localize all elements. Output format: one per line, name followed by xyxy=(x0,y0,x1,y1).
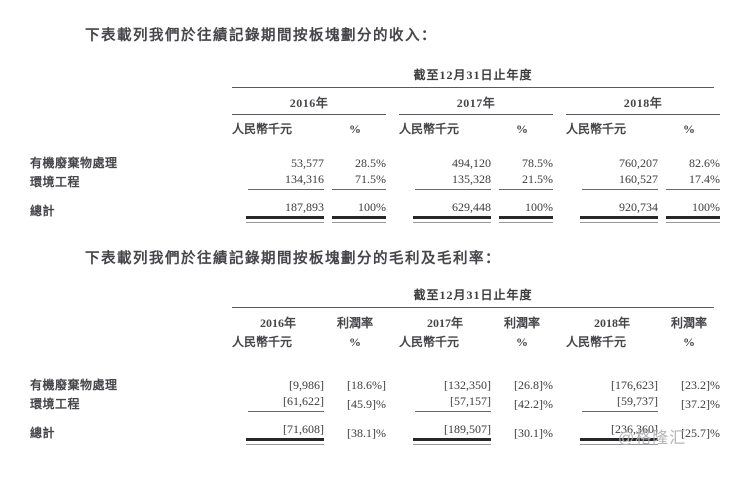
dot-leader xyxy=(85,174,230,186)
row-label: 環境工程 xyxy=(30,173,232,190)
period-header: 截至12月31日止年度 xyxy=(232,286,714,308)
cell-amount: [236,360] xyxy=(566,422,658,446)
gelonghui-watermark: @格隆汇 xyxy=(618,430,687,447)
dot-leader xyxy=(85,396,230,408)
cell-percent: [37.2]% xyxy=(681,397,720,411)
cell-percent: [23.2]% xyxy=(681,378,720,392)
cell-percent: [18.6%] xyxy=(347,378,386,392)
row-label-text: 有機廢棄物處理 xyxy=(30,378,118,392)
dot-leader xyxy=(122,377,230,389)
cell-amount: 629,448 xyxy=(399,200,491,224)
year-2016-header: 2016年 xyxy=(259,316,296,330)
margin-header: 利潤率 xyxy=(336,316,373,330)
table-row: 環境工程 [61,622] [45.9]% [57,157] [42.2]% [… xyxy=(30,393,720,412)
cell-percent: 100% xyxy=(491,200,553,224)
column-header-row: 人民幣千元 % 人民幣千元 % 人民幣千元 % xyxy=(30,333,714,350)
amount-unit-header: 人民幣千元 xyxy=(566,122,627,136)
row-label: 環境工程 xyxy=(30,395,232,412)
table-row: 環境工程 134,316 71.5% 135,328 21.5% 160,527… xyxy=(30,171,720,190)
year-2017-header: 2017年 xyxy=(426,316,463,330)
cell-amount: 187,893 xyxy=(232,200,324,224)
year-2018-header: 2018年 xyxy=(566,94,720,115)
row-label-text: 有機廢棄物處理 xyxy=(30,156,118,170)
amount-unit-header: 人民幣千元 xyxy=(232,335,293,349)
margin-header: 利潤率 xyxy=(503,316,540,330)
row-label: 總計 xyxy=(30,202,232,219)
row-label-text: 總計 xyxy=(30,204,56,218)
cell-amount: 135,328 xyxy=(399,172,491,190)
row-label-text: 總計 xyxy=(30,426,56,440)
cell-amount: 920,734 xyxy=(566,200,658,224)
amount-unit-header: 人民幣千元 xyxy=(399,122,460,136)
margin-header: 利潤率 xyxy=(670,316,707,330)
total-row: 總計 [71,608] [38.1]% [189,507] [30.1]% [2… xyxy=(30,422,720,446)
percent-header: % xyxy=(683,122,695,136)
dot-leader xyxy=(122,155,230,167)
revenue-table: 截至12月31日止年度 2016年 2017年 2018年 人民幣千元 % 人民… xyxy=(30,66,720,224)
total-row: 總計 187,893 100% 629,448 100% 920,734 100… xyxy=(30,200,720,224)
year-2018-header: 2018年 xyxy=(593,316,630,330)
table-row: 有機廢棄物處理 53,577 28.5% 494,120 78.5% 760,2… xyxy=(30,152,720,171)
cell-percent: [26.8]% xyxy=(514,378,553,392)
cell-percent: 82.6% xyxy=(689,156,720,170)
row-label-text: 環境工程 xyxy=(30,397,81,411)
dot-leader xyxy=(60,425,230,437)
cell-amount: 760,207 xyxy=(619,156,658,170)
year-2016-header: 2016年 xyxy=(232,94,386,115)
cell-percent: 100% xyxy=(324,200,386,224)
row-label-text: 環境工程 xyxy=(30,175,81,189)
percent-header: % xyxy=(516,122,528,136)
percent-header: % xyxy=(516,335,528,349)
intro-revenue-text: 下表載列我們於往績記錄期間按板塊劃分的收入： xyxy=(85,28,437,44)
row-label: 有機廢棄物處理 xyxy=(30,154,232,171)
cell-amount: 134,316 xyxy=(232,172,324,190)
year-2017-header: 2017年 xyxy=(399,94,553,115)
cell-amount: 494,120 xyxy=(452,156,491,170)
period-header: 截至12月31日止年度 xyxy=(232,66,714,88)
cell-amount: 160,527 xyxy=(566,172,658,190)
cell-amount: [57,157] xyxy=(399,394,491,412)
dot-leader xyxy=(60,203,230,215)
cell-percent: 100% xyxy=(658,200,720,224)
row-label: 有機廢棄物處理 xyxy=(30,376,232,393)
percent-header: % xyxy=(683,335,695,349)
cell-amount: [132,350] xyxy=(444,378,491,392)
cell-percent: 28.5% xyxy=(355,156,386,170)
cell-percent: [30.1]% xyxy=(514,426,553,440)
cell-percent: 71.5% xyxy=(324,172,386,190)
cell-percent: 17.4% xyxy=(658,172,720,190)
row-label: 總計 xyxy=(30,424,232,441)
percent-header: % xyxy=(349,122,361,136)
column-header-row: 人民幣千元 % 人民幣千元 % 人民幣千元 % xyxy=(30,120,714,137)
year-header-row: 2016年 利潤率 2017年 利潤率 2018年 利潤率 xyxy=(30,314,714,331)
table-row: 有機廢棄物處理 [9,986] [18.6%] [132,350] [26.8]… xyxy=(30,374,720,393)
cell-percent: [42.2]% xyxy=(514,397,553,411)
cell-amount: [59,737] xyxy=(566,394,658,412)
cell-percent: [45.9]% xyxy=(347,397,386,411)
gross-profit-table: 截至12月31日止年度 2016年 利潤率 2017年 利潤率 2018年 利潤… xyxy=(30,286,720,446)
cell-amount: [176,623] xyxy=(611,378,658,392)
cell-amount: [61,622] xyxy=(232,394,324,412)
amount-unit-header: 人民幣千元 xyxy=(399,335,460,349)
year-header-row: 2016年 2017年 2018年 xyxy=(30,94,720,115)
period-header-row: 截至12月31日止年度 xyxy=(30,66,714,88)
cell-amount: [189,507] xyxy=(399,422,491,446)
intro-gross-profit-text: 下表載列我們於往績記錄期間按板塊劃分的毛利及毛利率： xyxy=(85,251,501,267)
amount-unit-header: 人民幣千元 xyxy=(566,335,627,349)
percent-header: % xyxy=(349,335,361,349)
cell-percent: 78.5% xyxy=(522,156,553,170)
cell-percent: [38.1]% xyxy=(347,426,386,440)
cell-amount: [9,986] xyxy=(289,378,324,392)
cell-amount: 53,577 xyxy=(291,156,324,170)
cell-percent: 21.5% xyxy=(491,172,553,190)
period-header-row: 截至12月31日止年度 xyxy=(30,286,714,308)
cell-amount: [71,608] xyxy=(232,422,324,446)
amount-unit-header: 人民幣千元 xyxy=(232,122,293,136)
cell-percent: [25.7]% xyxy=(681,426,720,440)
